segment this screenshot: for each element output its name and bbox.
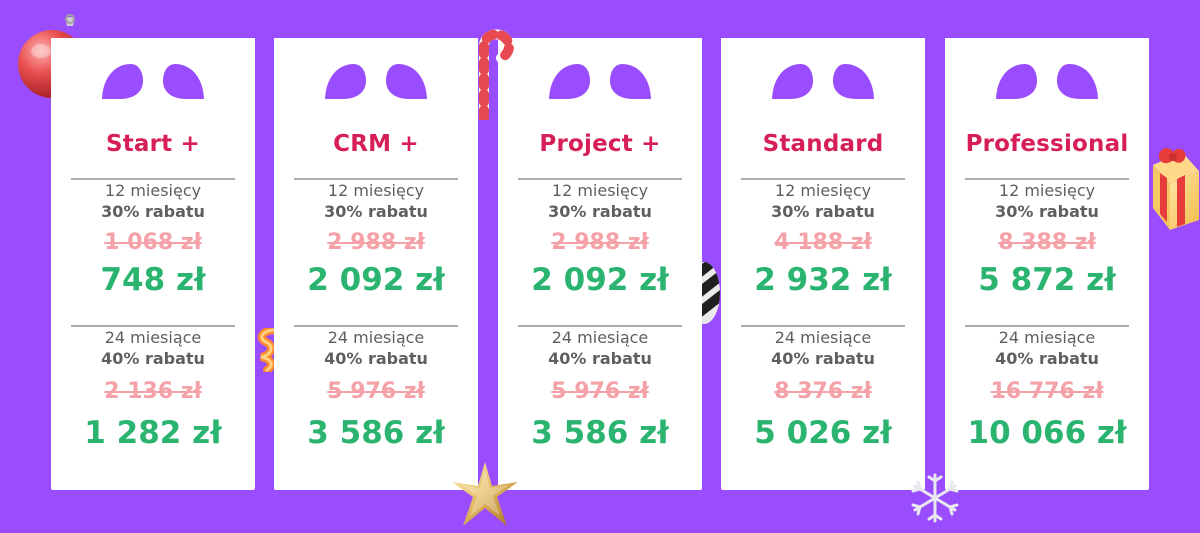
offer-term-12: 12 miesięcy [104,181,202,200]
old-price-24: 5 976 zł [327,379,425,404]
plan-name: Start + [105,131,201,157]
offer-discount-12: 30% rabatu [324,202,428,221]
offer-term-24: 24 miesiące [998,328,1096,347]
plan-name: Project + [539,131,661,157]
offer-discount-24: 40% rabatu [548,349,652,368]
offer-divider [294,178,458,180]
plan-name: Standard [762,131,884,157]
old-price-12: 1 068 zł [104,230,202,255]
plan-card-standard: Standard 12 miesięcy 30% rabatu 4 188 zł… [721,38,925,490]
old-price-12: 2 988 zł [327,230,425,255]
offer-term-24: 24 miesiące [551,328,649,347]
offer-term-12: 12 miesięcy [327,181,425,200]
new-price-12: 2 932 zł [754,262,892,298]
offer-discount-24: 40% rabatu [771,349,875,368]
offer-divider [518,178,682,180]
offer-term-24: 24 miesiące [104,328,202,347]
offer-discount-12: 30% rabatu [995,202,1099,221]
offer-term-12: 12 miesięcy [998,181,1096,200]
new-price-24: 1 282 zł [84,415,222,451]
old-price-24: 8 376 zł [774,379,872,404]
offer-divider [71,178,235,180]
old-price-12: 8 388 zł [998,230,1096,255]
gift-box-icon [1153,148,1199,230]
gift-bow-icon [745,54,901,102]
offer-divider [518,325,682,327]
new-price-24: 5 026 zł [754,415,892,451]
old-price-12: 2 988 zł [551,230,649,255]
new-price-12: 2 092 zł [307,262,445,298]
offer-divider [741,325,905,327]
offer-term-24: 24 miesiące [774,328,872,347]
gift-bow-icon [298,54,454,102]
offer-discount-24: 40% rabatu [995,349,1099,368]
plan-card-project-plus: Project + 12 miesięcy 30% rabatu 2 988 z… [498,38,702,490]
new-price-12: 2 092 zł [531,262,669,298]
offer-divider [71,325,235,327]
offer-divider [965,325,1129,327]
plan-card-professional: Professional 12 miesięcy 30% rabatu 8 38… [945,38,1149,490]
plan-card-crm-plus: CRM + 12 miesięcy 30% rabatu 2 988 zł 2 … [274,38,478,490]
old-price-24: 5 976 zł [551,379,649,404]
new-price-24: 3 586 zł [531,415,669,451]
gift-bow-icon [522,54,678,102]
offer-discount-12: 30% rabatu [101,202,205,221]
offer-discount-12: 30% rabatu [548,202,652,221]
old-price-24: 2 136 zł [104,379,202,404]
offer-discount-12: 30% rabatu [771,202,875,221]
offer-divider [965,178,1129,180]
offer-divider [294,325,458,327]
offer-term-12: 12 miesięcy [551,181,649,200]
offer-term-12: 12 miesięcy [774,181,872,200]
new-price-12: 5 872 zł [978,262,1116,298]
offer-discount-24: 40% rabatu [101,349,205,368]
new-price-24: 3 586 zł [307,415,445,451]
gift-bow-icon [75,54,231,102]
new-price-24: 10 066 zł [967,415,1127,451]
plan-name: CRM + [333,131,419,157]
offer-divider [741,178,905,180]
offer-term-24: 24 miesiące [327,328,425,347]
old-price-12: 4 188 zł [774,230,872,255]
plan-card-start-plus: Start + 12 miesięcy 30% rabatu 1 068 zł … [51,38,255,490]
new-price-12: 748 zł [100,262,206,298]
old-price-24: 16 776 zł [990,379,1104,404]
plan-name: Professional [965,131,1129,157]
gift-bow-icon [969,54,1125,102]
offer-discount-24: 40% rabatu [324,349,428,368]
